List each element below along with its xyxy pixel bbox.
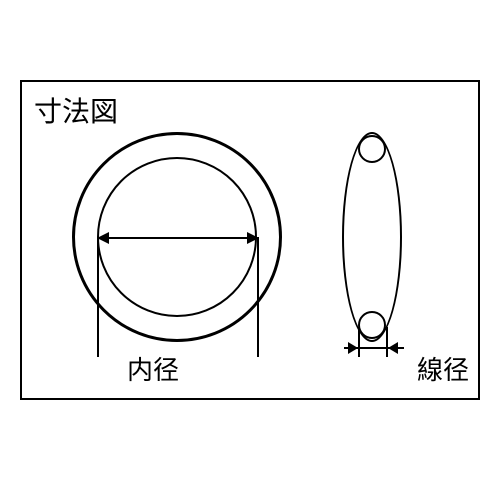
- inner-dia-dimension-line: [99, 237, 257, 239]
- wire-dia-arrow-left-icon: [348, 342, 358, 354]
- wire-dia-arrow-right-icon: [388, 342, 398, 354]
- wire-diameter-label: 線径: [417, 350, 469, 387]
- canvas: 寸法図 内径 線径: [0, 0, 500, 500]
- inner-dia-extension-right: [257, 237, 259, 357]
- diagram-frame: 寸法図 内径 線径: [20, 80, 480, 400]
- oring-side-view: [342, 132, 402, 342]
- wire-dia-extension-left: [358, 327, 360, 357]
- inner-dia-extension-left: [97, 237, 99, 357]
- cross-section-top: [358, 135, 386, 163]
- cross-section-bottom: [358, 311, 386, 339]
- diagram-title: 寸法図: [34, 90, 118, 130]
- inner-diameter-label: 内径: [127, 350, 179, 387]
